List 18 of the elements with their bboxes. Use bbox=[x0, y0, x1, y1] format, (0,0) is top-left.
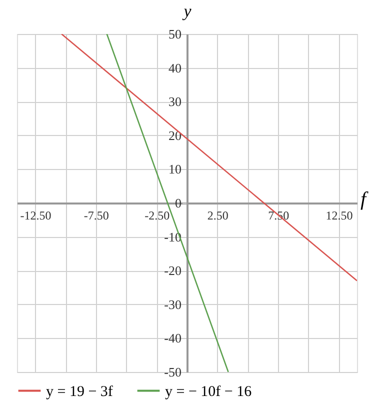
y-tick-label: 40 bbox=[168, 60, 182, 76]
legend-label: y = 19 − 3f bbox=[46, 384, 113, 400]
x-tick-label: 2.50 bbox=[207, 208, 228, 222]
y-axis-title: y bbox=[182, 2, 192, 20]
y-tick-label: 50 bbox=[168, 26, 182, 42]
x-tick-label: -12.50 bbox=[20, 208, 52, 222]
x-tick-label: 12.50 bbox=[326, 208, 353, 222]
y-tick-label: 30 bbox=[168, 94, 182, 110]
y-tick-label: 10 bbox=[168, 162, 182, 177]
y-tick-label: -40 bbox=[164, 330, 182, 346]
x-axis-title: f bbox=[360, 188, 368, 210]
legend-label: y = − 10f − 16 bbox=[165, 384, 252, 400]
y-tick-label: -20 bbox=[164, 263, 182, 278]
y-tick-label: 0 bbox=[175, 196, 182, 210]
x-tick-label: -7.50 bbox=[84, 208, 109, 222]
x-tick-label: -2.50 bbox=[144, 208, 170, 222]
y-tick-label: -30 bbox=[164, 296, 182, 312]
y-tick-label: -50 bbox=[164, 364, 182, 380]
